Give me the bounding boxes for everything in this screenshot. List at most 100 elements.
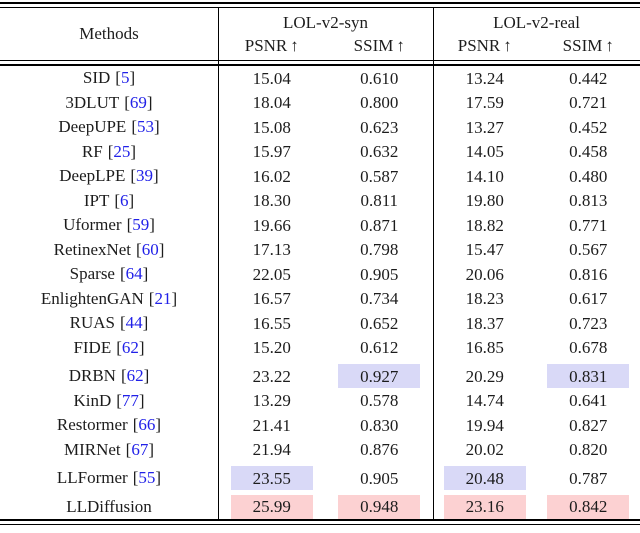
real-psnr-cell: 14.74	[433, 389, 537, 413]
syn-ssim-value: 0.948	[338, 494, 421, 519]
real-ssim-cell: 0.442	[537, 66, 640, 90]
citation-number[interactable]: 60	[141, 239, 159, 259]
syn-psnr-value: 17.13	[252, 240, 291, 260]
real-psnr-value: 19.80	[465, 191, 504, 211]
real-ssim-value: 0.617	[569, 289, 608, 309]
real-ssim-value: 0.678	[569, 338, 608, 358]
method-cell: EnlightenGAN [21]	[0, 289, 218, 309]
real-psnr-cell: 20.06	[433, 262, 537, 286]
table-row: EnlightenGAN [21] 16.57 0.734 18.23 0.617	[0, 287, 640, 312]
syn-ssim-cell: 0.632	[326, 140, 434, 164]
method-name: LLDiffusion	[66, 496, 152, 516]
syn-ssim-cell: 0.734	[326, 287, 434, 311]
group-syn-title: LOL-v2-syn	[283, 13, 368, 32]
table-row: Uformer [59] 19.66 0.871 18.82 0.771	[0, 213, 640, 238]
syn-ssim-cell: 0.800	[326, 91, 434, 115]
real-ssim-value: 0.458	[569, 142, 608, 162]
group-header-syn: LOL-v2-syn PSNR ↑ SSIM ↑	[218, 8, 433, 60]
syn-ssim-cell: 0.948	[326, 494, 434, 519]
real-psnr-value: 16.85	[465, 338, 504, 358]
real-ssim-cell: 0.842	[537, 494, 640, 519]
real-psnr-value: 15.47	[465, 240, 504, 260]
citation-number[interactable]: 39	[136, 166, 154, 186]
real-ssim-value: 0.842	[547, 494, 630, 519]
syn-ssim-value: 0.927	[338, 364, 421, 389]
syn-psnr-cell: 15.08	[218, 115, 326, 139]
citation-ref: [44]	[120, 313, 149, 333]
citation-ref: [55]	[132, 468, 162, 488]
table-row: IPT [6] 18.30 0.811 19.80 0.813	[0, 189, 640, 214]
real-ssim-cell: 0.787	[537, 466, 640, 490]
citation-ref: [21]	[148, 288, 178, 308]
table-row: SID [5] 15.04 0.610 13.24 0.442	[0, 66, 640, 91]
group-real-subheader: PSNR ↑ SSIM ↑	[433, 34, 640, 60]
citation-number[interactable]: 62	[126, 366, 144, 386]
syn-ssim-cell: 0.811	[326, 189, 434, 213]
column-separator-1	[218, 8, 219, 519]
real-ssim-cell: 0.827	[537, 413, 640, 437]
citation-number[interactable]: 67	[131, 439, 149, 459]
real-psnr-value: 18.37	[465, 313, 504, 333]
citation-number[interactable]: 62	[121, 337, 139, 357]
table-row: RUAS [44] 16.55 0.652 18.37 0.723	[0, 311, 640, 336]
real-ssim-value: 0.721	[569, 93, 608, 113]
syn-psnr-value: 16.02	[252, 166, 291, 186]
syn-psnr-cell: 25.99	[218, 494, 326, 519]
real-psnr-value: 13.24	[465, 68, 504, 88]
syn-ssim-value: 0.811	[360, 191, 399, 211]
syn-ssim-cell: 0.927	[326, 364, 434, 389]
citation-number[interactable]: 64	[125, 264, 143, 284]
syn-psnr-value: 23.22	[252, 366, 291, 386]
real-psnr-cell: 19.94	[433, 413, 537, 437]
syn-ssim-value: 0.578	[360, 391, 399, 411]
table-row: LLFormer [55] 23.55 0.905 20.48 0.787	[0, 462, 640, 491]
citation-number[interactable]: 25	[113, 141, 131, 161]
real-psnr-cell: 14.10	[433, 164, 537, 188]
syn-ssim-value: 0.800	[360, 93, 399, 113]
citation-number[interactable]: 44	[125, 313, 143, 333]
method-cell: DRBN [62]	[0, 366, 218, 386]
syn-ssim-cell: 0.587	[326, 164, 434, 188]
syn-psnr-value: 15.20	[252, 338, 291, 358]
psnr-label: PSNR	[457, 36, 501, 55]
real-psnr-value: 14.74	[465, 391, 504, 411]
real-psnr-value: 18.82	[465, 215, 504, 235]
real-ssim-header: SSIM ↑	[537, 34, 640, 60]
citation-number[interactable]: 59	[132, 215, 150, 235]
real-psnr-cell: 23.16	[433, 494, 537, 519]
method-name: Restormer	[56, 415, 128, 435]
citation-number[interactable]: 21	[154, 288, 172, 308]
real-ssim-cell: 0.813	[537, 189, 640, 213]
real-ssim-cell: 0.816	[537, 262, 640, 286]
citation-number[interactable]: 77	[121, 390, 139, 410]
method-cell: Sparse [64]	[0, 264, 218, 284]
citation-number[interactable]: 6	[120, 190, 129, 210]
citation-number[interactable]: 55	[138, 468, 156, 488]
syn-ssim-value: 0.734	[360, 289, 399, 309]
real-psnr-value: 13.27	[465, 117, 504, 137]
table-row: DeepUPE [53] 15.08 0.623 13.27 0.452	[0, 115, 640, 140]
citation-number[interactable]: 69	[129, 92, 147, 112]
syn-psnr-cell: 16.55	[218, 311, 326, 335]
table-row: RetinexNet [60] 17.13 0.798 15.47 0.567	[0, 238, 640, 263]
citation-number[interactable]: 66	[138, 415, 156, 435]
syn-psnr-value: 16.55	[252, 313, 291, 333]
syn-ssim-cell: 0.830	[326, 413, 434, 437]
method-name: Sparse	[69, 264, 115, 284]
syn-ssim-value: 0.587	[360, 166, 399, 186]
method-cell: LLFormer [55]	[0, 468, 218, 488]
citation-number[interactable]: 53	[136, 117, 154, 137]
real-ssim-value: 0.567	[569, 240, 608, 260]
syn-psnr-cell: 21.94	[218, 438, 326, 462]
method-cell: RF [25]	[0, 142, 218, 162]
citation-ref: [64]	[119, 264, 149, 284]
syn-ssim-value: 0.905	[360, 264, 399, 284]
real-ssim-value: 0.813	[569, 191, 608, 211]
method-name: RF	[81, 141, 103, 161]
real-psnr-cell: 19.80	[433, 189, 537, 213]
method-name: IPT	[83, 190, 110, 210]
citation-number[interactable]: 5	[120, 68, 130, 88]
method-name: DeepUPE	[58, 117, 127, 137]
up-arrow-icon: ↑	[290, 36, 299, 55]
